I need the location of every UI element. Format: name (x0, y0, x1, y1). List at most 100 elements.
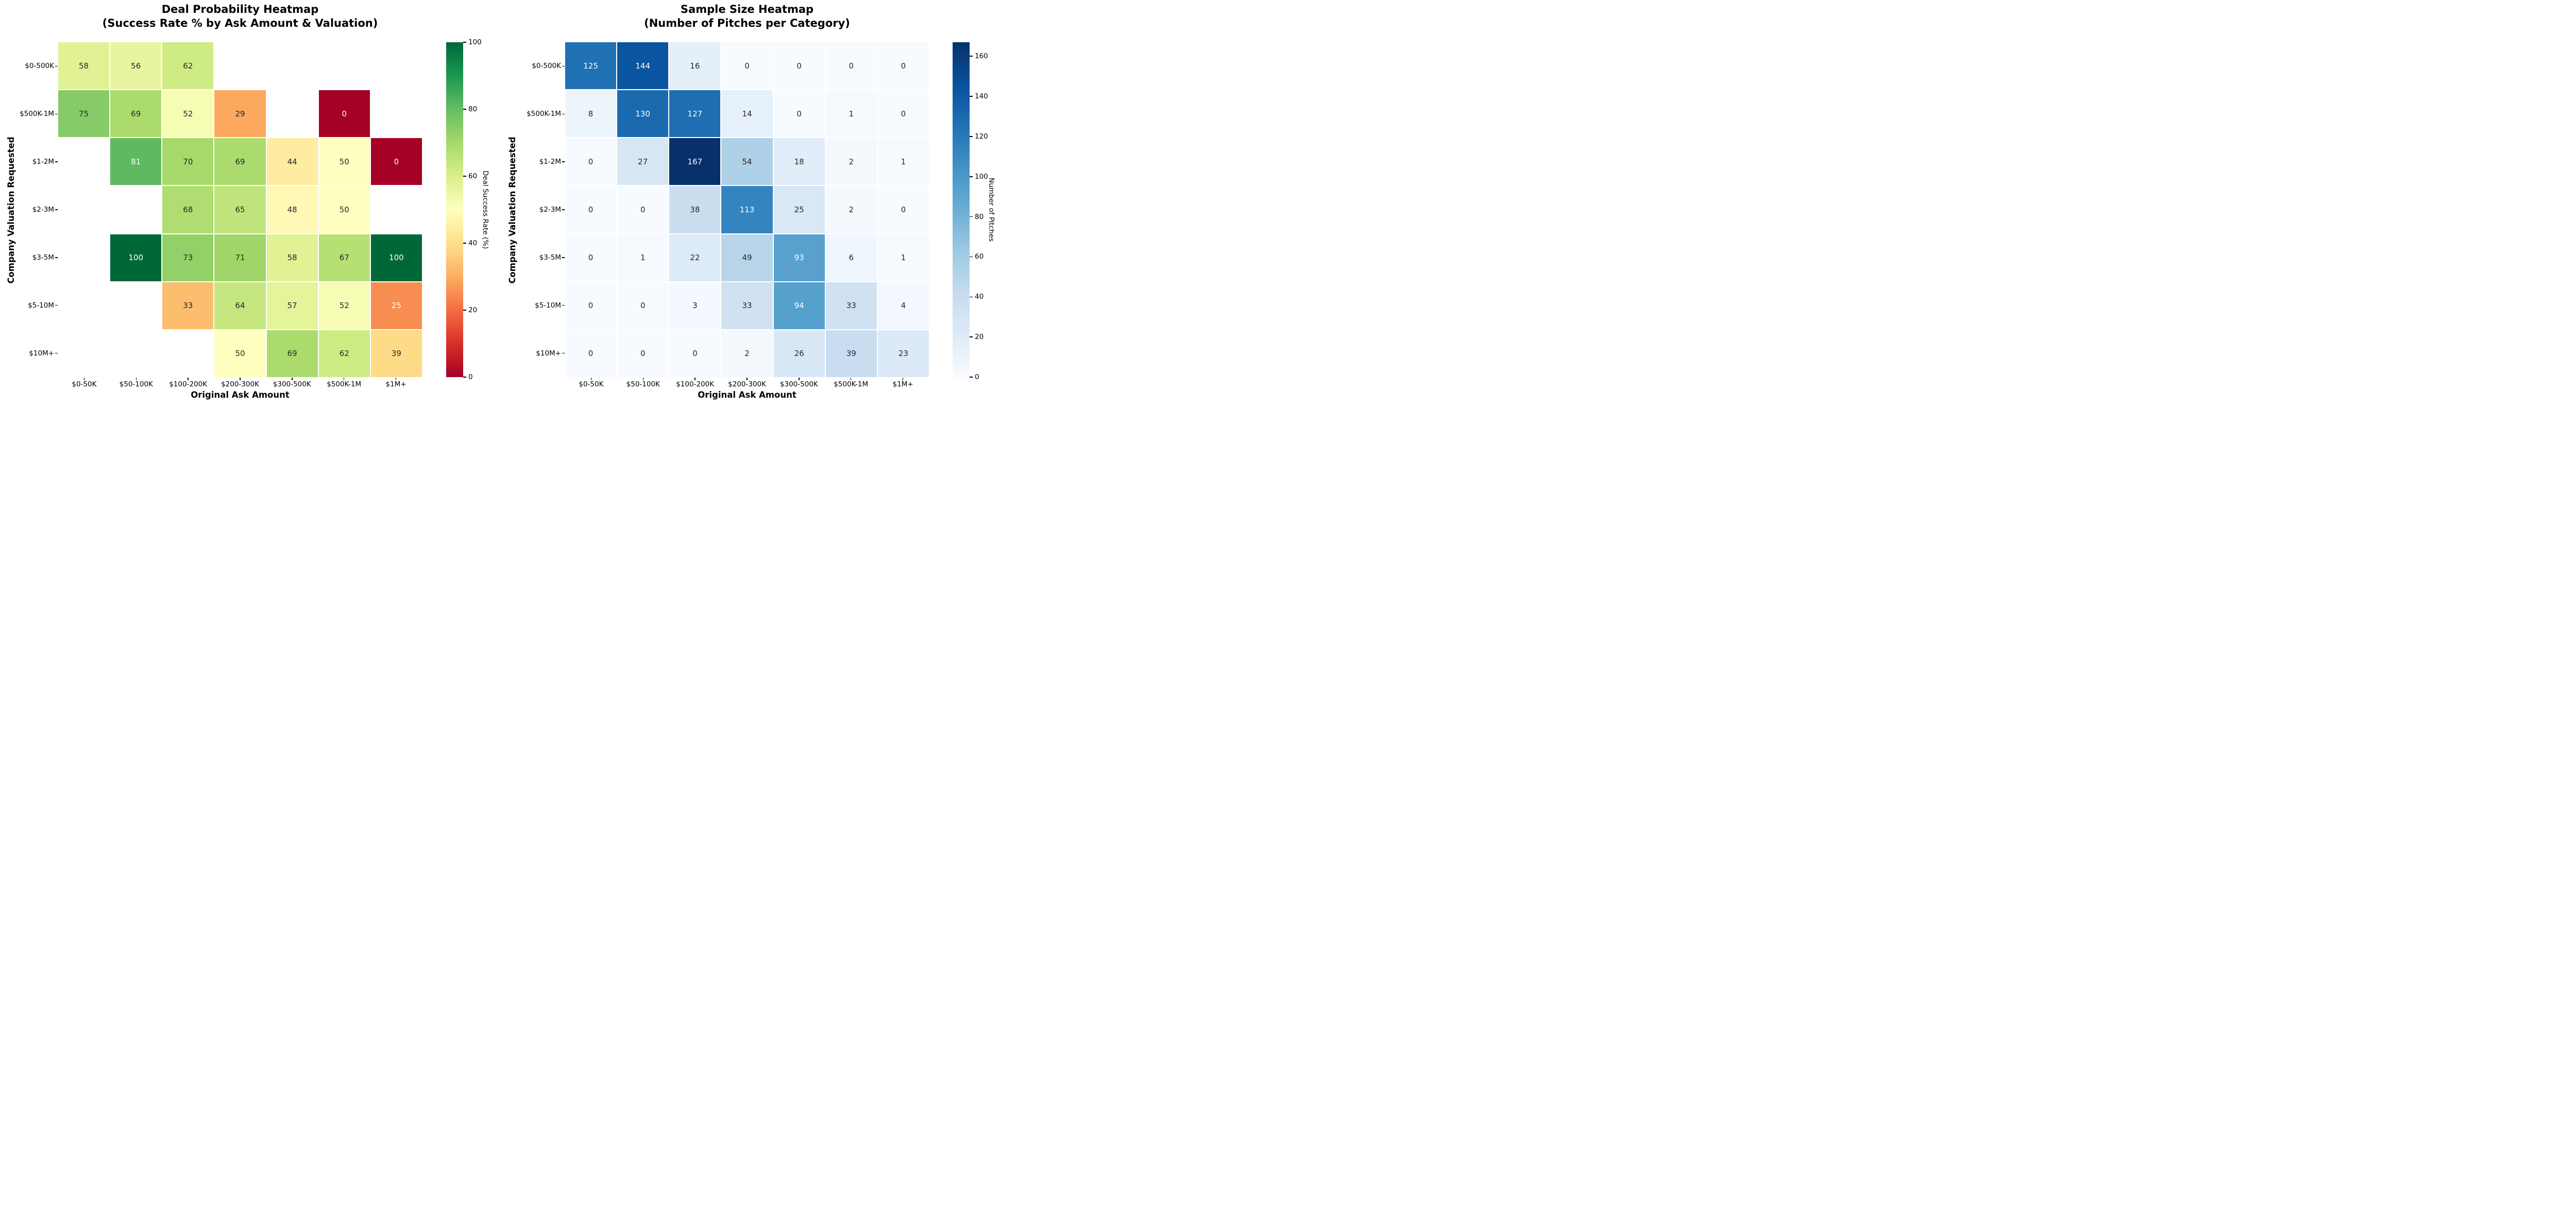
colorbar-tick-mark (970, 56, 973, 57)
x-tick-mark (590, 378, 592, 380)
x-tick-label: $100-200K (169, 380, 208, 388)
y-tick-mark (562, 65, 565, 67)
heatmap-cell: 50 (318, 138, 370, 185)
heatmap-cell: 39 (825, 330, 877, 377)
heatmap-cell (110, 186, 161, 233)
colorbar-tick-mark (463, 176, 466, 177)
y-tick-mark (55, 304, 58, 306)
heatmap-cell: 22 (669, 234, 721, 281)
heatmap-cell: 69 (266, 330, 318, 377)
x-tick-label: $500K-1M (834, 380, 869, 388)
x-tick-mark (188, 378, 189, 380)
colorbar-tick-label: 40 (975, 293, 984, 301)
x-tick-mark (343, 378, 345, 380)
heatmap-cell: 144 (617, 42, 669, 90)
heatmap-cell: 0 (877, 42, 929, 90)
heatmap-cell: 64 (214, 282, 266, 329)
heatmap-cell (58, 330, 109, 377)
y-tick-mark (562, 304, 565, 306)
y-tick-label: $2-3M (539, 206, 561, 214)
left-colorbar-label: Deal Success Rate (%) (481, 170, 489, 249)
x-tick-label: $50-100K (119, 380, 153, 388)
heatmap-cell: 14 (721, 90, 773, 138)
heatmap-cell (319, 42, 370, 89)
heatmap-cell: 94 (773, 282, 825, 329)
heatmap-cell: 33 (721, 282, 773, 329)
right-chart-title: Sample Size Heatmap (Number of Pitches p… (565, 3, 929, 30)
y-tick-mark (55, 352, 58, 354)
x-tick-mark (747, 378, 748, 380)
heatmap-cell: 0 (370, 138, 422, 185)
heatmap-cell: 127 (669, 90, 721, 138)
heatmap-cell: 0 (617, 186, 669, 233)
heatmap-cell: 0 (877, 90, 929, 138)
y-tick-mark (562, 209, 565, 210)
heatmap-cell: 0 (773, 42, 825, 90)
heatmap-cell: 69 (110, 90, 162, 138)
x-tick-mark (642, 378, 644, 380)
heatmap-cell (110, 330, 161, 377)
y-tick-mark (55, 257, 58, 258)
heatmap-cell: 0 (565, 330, 617, 377)
x-tick-mark (83, 378, 85, 380)
heatmap-cell: 69 (214, 138, 266, 185)
y-tick-label: $0-500K (25, 62, 54, 71)
heatmap-cell: 6 (825, 234, 877, 281)
colorbar-tick-label: 120 (975, 132, 988, 141)
colorbar-tick-mark (970, 176, 973, 177)
y-tick-label: $3-5M (32, 253, 54, 262)
heatmap-cell: 0 (617, 282, 669, 329)
heatmap-cell (267, 42, 318, 89)
heatmap-cell (267, 90, 318, 137)
heatmap-cell: 62 (162, 42, 214, 90)
heatmap-cell: 68 (162, 186, 214, 233)
heatmap-cell: 16 (669, 42, 721, 90)
heatmap-cell: 0 (565, 186, 617, 233)
heatmap-cell: 26 (773, 330, 825, 377)
heatmap-cell: 58 (266, 234, 318, 281)
heatmap-cell: 113 (721, 186, 773, 233)
colorbar-tick-label: 20 (468, 306, 478, 314)
colorbar-tick-label: 100 (468, 38, 482, 46)
heatmap-cell: 2 (721, 330, 773, 377)
left-chart-title: Deal Probability Heatmap (Success Rate %… (58, 3, 422, 30)
colorbar-tick-label: 60 (975, 252, 984, 261)
heatmap-cell: 25 (370, 282, 422, 329)
right-x-axis-label: Original Ask Amount (698, 390, 796, 400)
heatmap-cell: 54 (721, 138, 773, 185)
heatmap-cell: 65 (214, 186, 266, 233)
heatmap-cell (371, 42, 422, 89)
heatmap-cell: 23 (877, 330, 929, 377)
y-tick-label: $0-500K (532, 62, 561, 71)
heatmap-cell: 0 (825, 42, 877, 90)
heatmap-cell: 58 (58, 42, 110, 90)
heatmap-cell: 73 (162, 234, 214, 281)
heatmap-cell: 100 (110, 234, 162, 281)
x-tick-label: $300-500K (779, 380, 818, 388)
heatmap-cell (371, 186, 422, 233)
heatmap-cell: 0 (565, 234, 617, 281)
heatmap-cell: 0 (318, 90, 370, 138)
heatmap-cell (162, 330, 213, 377)
x-tick-mark (902, 378, 904, 380)
colorbar-tick-label: 160 (975, 52, 988, 61)
heatmap-cell: 39 (370, 330, 422, 377)
y-tick-label: $1-2M (32, 158, 54, 166)
left-chart-title-line2: (Success Rate % by Ask Amount & Valuatio… (102, 17, 378, 29)
heatmap-cell: 0 (721, 42, 773, 90)
heatmap-cell: 4 (877, 282, 929, 329)
heatmap-cell: 62 (318, 330, 370, 377)
y-tick-label: $500K-1M (527, 110, 561, 118)
heatmap-cell: 0 (773, 90, 825, 138)
heatmap-cell: 0 (877, 186, 929, 233)
colorbar-tick-label: 20 (975, 333, 984, 342)
x-tick-mark (799, 378, 800, 380)
colorbar-tick-mark (970, 216, 973, 217)
heatmap-cell: 0 (669, 330, 721, 377)
y-tick-mark (562, 352, 565, 354)
heatmap-cell: 93 (773, 234, 825, 281)
heatmap-cell: 33 (162, 282, 214, 329)
heatmap-cell: 33 (825, 282, 877, 329)
colorbar-tick-mark (463, 109, 466, 110)
heatmap-cell: 71 (214, 234, 266, 281)
